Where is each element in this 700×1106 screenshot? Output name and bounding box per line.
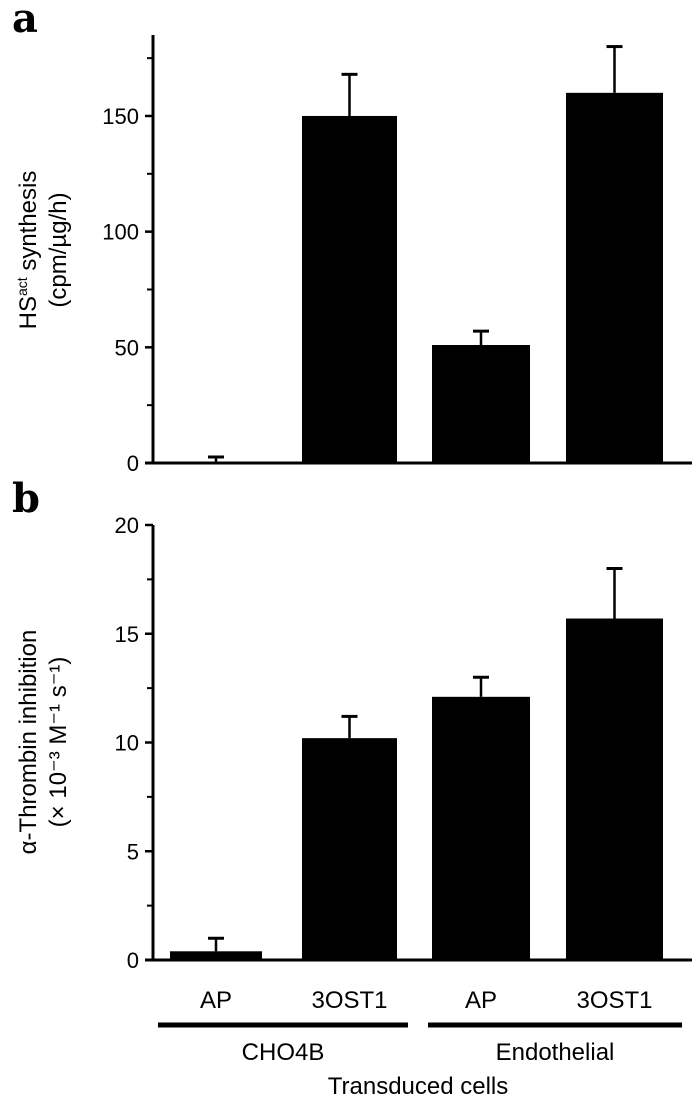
group-label: Endothelial xyxy=(496,1039,615,1066)
x-tick-label: AP xyxy=(465,987,497,1014)
panel-label: a xyxy=(12,0,38,42)
y-tick-label: 15 xyxy=(115,622,139,647)
y-tick-label: 20 xyxy=(115,513,139,538)
y-tick-label: 0 xyxy=(127,948,139,973)
y-axis-label-line1: HSact synthesis xyxy=(14,171,42,330)
bar-cho4b-ap xyxy=(170,951,262,960)
bar-endothelial-3ost1 xyxy=(566,92,663,464)
y-axis-label-line2: (cpm/µg/h) xyxy=(45,192,72,307)
y-label-superscript: act xyxy=(14,277,30,296)
y-tick-label: 5 xyxy=(127,839,139,864)
y-tick-label: 50 xyxy=(115,335,139,360)
y-tick-label: 100 xyxy=(102,220,139,245)
group-label: CHO4B xyxy=(242,1039,325,1066)
y-label-text: synthesis xyxy=(15,171,42,278)
x-tick-label: 3OST1 xyxy=(311,987,387,1014)
x-tick-label: AP xyxy=(200,987,232,1014)
bar-endothelial-ap xyxy=(432,696,530,960)
y-label-text: HS xyxy=(15,296,42,329)
x-axis-title: Transduced cells xyxy=(328,1073,509,1100)
panel-label: b xyxy=(12,475,40,522)
y-axis-label: α-Thrombin inhibition (× 10⁻³ M⁻¹ s⁻¹) xyxy=(15,630,72,855)
x-tick-label: 3OST1 xyxy=(576,987,652,1014)
bar-endothelial-3ost1 xyxy=(566,618,663,960)
y-axis-label: HSact synthesis (cpm/µg/h) xyxy=(14,171,72,330)
y-axis-label-line2: (× 10⁻³ M⁻¹ s⁻¹) xyxy=(45,657,72,828)
bar-endothelial-ap xyxy=(432,345,530,463)
y-axis-label-line1: α-Thrombin inhibition xyxy=(15,630,42,855)
bar-cho4b-3ost1 xyxy=(302,738,397,960)
y-tick-label: 0 xyxy=(127,451,139,476)
y-tick-label: 150 xyxy=(102,104,139,129)
bar-cho4b-3ost1 xyxy=(302,115,397,464)
y-tick-label: 10 xyxy=(115,731,139,756)
